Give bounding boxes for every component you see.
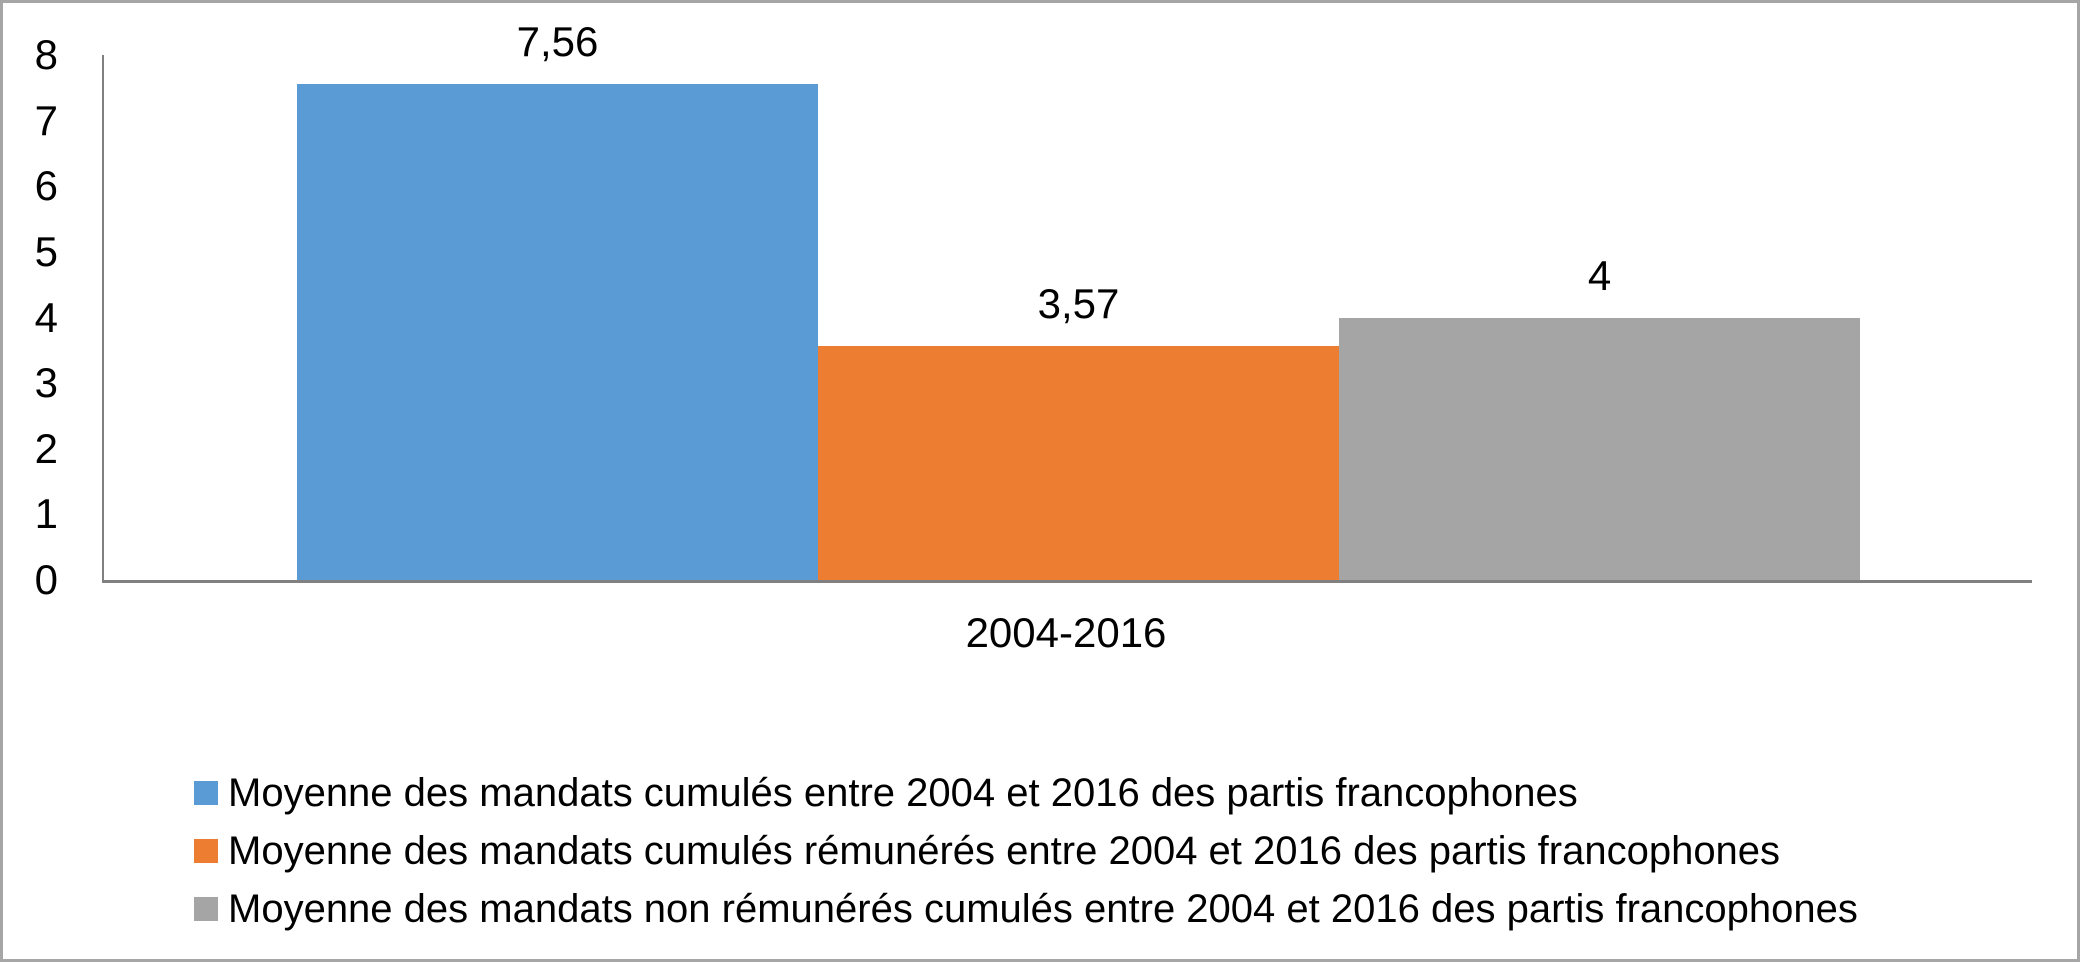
y-tick-label: 8 [34,31,58,78]
y-tick-label: 7 [34,96,58,144]
y-tick-label: 0 [34,556,58,603]
y-axis-tick-labels: 0 1 2 3 4 5 6 7 8 [3,31,58,603]
bar-value-label: 3,57 [1037,279,1120,327]
legend-label: Moyenne des mandats non rémunérés cumulé… [228,886,1858,931]
legend-item: Moyenne des mandats cumulés rémunérés en… [194,822,1858,880]
y-tick-label: 5 [34,227,58,275]
legend-label: Moyenne des mandats cumulés rémunérés en… [228,828,1781,873]
legend: Moyenne des mandats cumulés entre 2004 e… [194,764,1858,938]
legend-swatch-icon [194,839,218,863]
y-tick-label: 2 [34,424,58,472]
bar [297,83,818,580]
legend-item: Moyenne des mandats non rémunérés cumulé… [194,880,1858,938]
bar-value-label: 4 [1587,251,1612,299]
legend-swatch-icon [194,897,218,921]
legend-swatch-icon [194,781,218,805]
bar [818,345,1339,580]
y-tick-label: 1 [34,490,58,538]
y-tick-label: 3 [34,359,58,407]
legend-item: Moyenne des mandats cumulés entre 2004 e… [194,764,1858,822]
plot-area: 7,56 3,57 4 [102,18,2032,583]
y-tick-label: 4 [34,293,58,341]
bar [1339,317,1860,580]
legend-label: Moyenne des mandats cumulés entre 2004 e… [228,770,1578,815]
y-tick-label: 6 [34,162,58,210]
x-axis-category-label: 2004-2016 [965,609,1167,656]
bar-value-label: 7,56 [516,17,599,65]
